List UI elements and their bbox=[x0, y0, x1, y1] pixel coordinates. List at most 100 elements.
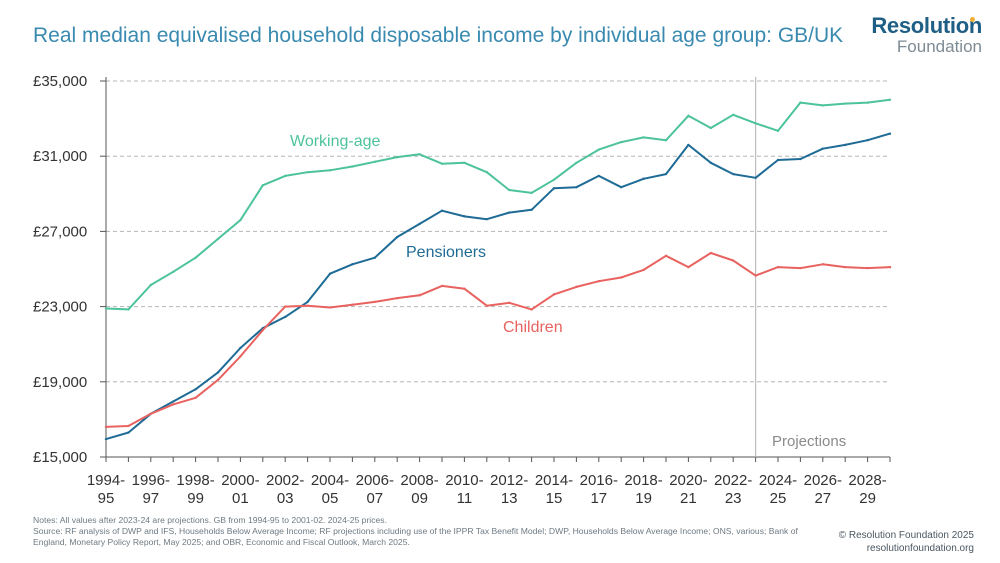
data-point-working-age bbox=[373, 160, 376, 164]
x-tick-label: 01 bbox=[232, 490, 249, 507]
data-point-children bbox=[216, 378, 220, 382]
data-point-working-age bbox=[530, 191, 533, 195]
data-point-working-age bbox=[127, 308, 130, 311]
data-point-working-age bbox=[754, 122, 757, 125]
data-point-children bbox=[799, 266, 802, 270]
data-point-children bbox=[328, 306, 332, 309]
x-tick-label: 25 bbox=[770, 490, 787, 507]
data-point-pensioners bbox=[508, 211, 511, 214]
y-tick-label: £19,000 bbox=[33, 374, 87, 391]
data-point-pensioners bbox=[844, 143, 847, 147]
copyright-text: © Resolution Foundation 2025 bbox=[838, 530, 974, 541]
data-point-children bbox=[194, 396, 197, 399]
data-point-pensioners bbox=[620, 186, 623, 189]
data-point-working-age bbox=[776, 129, 780, 133]
data-point-working-age bbox=[284, 174, 287, 178]
chart-notes: Notes: All values after 2023-24 are proj… bbox=[33, 515, 813, 547]
website-link[interactable]: resolutionfoundation.org bbox=[866, 542, 974, 554]
series-line-pensioners bbox=[105, 132, 891, 441]
x-tick-label: 2014- bbox=[535, 472, 573, 489]
data-point-children bbox=[664, 254, 668, 258]
data-point-working-age bbox=[866, 101, 869, 104]
data-point-children bbox=[127, 424, 130, 428]
x-tick-label: 21 bbox=[680, 490, 697, 507]
data-point-children bbox=[732, 259, 735, 262]
data-point-pensioners bbox=[642, 177, 645, 180]
data-point-children bbox=[687, 265, 690, 269]
data-point-pensioners bbox=[396, 235, 399, 239]
data-point-working-age bbox=[687, 114, 690, 117]
source-text: Source: RF analysis of DWP and IFS, Hous… bbox=[33, 525, 798, 547]
data-point-pensioners bbox=[776, 158, 780, 162]
x-tick-label: 2006- bbox=[356, 472, 394, 489]
data-point-pensioners bbox=[888, 132, 892, 135]
data-point-working-age bbox=[844, 102, 847, 105]
data-point-children bbox=[620, 276, 623, 279]
data-point-children bbox=[373, 300, 376, 304]
data-point-children bbox=[709, 251, 712, 255]
x-tick-label: 2026- bbox=[804, 472, 842, 489]
data-point-working-age bbox=[732, 113, 735, 117]
data-point-working-age bbox=[575, 161, 578, 164]
data-point-pensioners bbox=[575, 186, 578, 189]
data-point-children bbox=[642, 268, 645, 272]
data-point-pensioners bbox=[127, 431, 130, 434]
data-point-working-age bbox=[508, 188, 511, 192]
logo-dot-icon bbox=[970, 17, 975, 22]
data-point-pensioners bbox=[664, 172, 668, 176]
data-point-working-age bbox=[664, 139, 668, 142]
data-point-children bbox=[508, 301, 511, 305]
x-tick-label: 2000- bbox=[221, 472, 259, 489]
data-point-working-age bbox=[351, 165, 354, 168]
x-tick-label: 2028- bbox=[848, 472, 886, 489]
data-point-children bbox=[844, 265, 847, 269]
x-tick-label: 2016- bbox=[580, 472, 618, 489]
y-tick-label: £35,000 bbox=[33, 73, 87, 90]
data-point-children bbox=[866, 266, 869, 270]
data-point-working-age bbox=[104, 307, 108, 310]
data-point-pensioners bbox=[463, 215, 466, 218]
series-line-children bbox=[105, 252, 891, 428]
data-point-children bbox=[306, 304, 309, 307]
data-point-pensioners bbox=[687, 143, 690, 147]
data-point-working-age bbox=[418, 153, 421, 156]
y-tick-label: £15,000 bbox=[33, 449, 87, 466]
data-point-pensioners bbox=[754, 176, 757, 180]
data-point-pensioners bbox=[351, 263, 354, 266]
y-tick-label: £31,000 bbox=[33, 148, 87, 165]
data-point-working-age bbox=[149, 283, 152, 287]
data-point-working-age bbox=[194, 256, 197, 259]
data-point-children bbox=[396, 296, 399, 300]
data-point-pensioners bbox=[239, 346, 242, 350]
data-point-working-age bbox=[597, 148, 600, 151]
x-tick-label: 2020- bbox=[669, 472, 707, 489]
data-point-children bbox=[351, 303, 354, 306]
x-tick-label: 09 bbox=[411, 490, 428, 507]
x-tick-label: 27 bbox=[814, 490, 831, 507]
data-point-working-age bbox=[328, 169, 332, 172]
data-point-pensioners bbox=[284, 315, 287, 319]
projections-label: Projections bbox=[772, 433, 846, 450]
x-tick-label: 07 bbox=[366, 490, 383, 507]
data-point-pensioners bbox=[328, 272, 332, 275]
x-tick-label: 1998- bbox=[176, 472, 214, 489]
x-tick-label: 2004- bbox=[311, 472, 349, 489]
data-point-pensioners bbox=[373, 256, 376, 259]
data-point-working-age bbox=[799, 101, 802, 104]
series-label-pensioners: Pensioners bbox=[406, 244, 486, 261]
logo-line-1: Resolution bbox=[871, 13, 982, 38]
data-point-children bbox=[172, 403, 175, 406]
data-point-children bbox=[485, 304, 488, 307]
data-point-pensioners bbox=[194, 388, 197, 391]
data-point-working-age bbox=[216, 237, 220, 241]
data-point-children bbox=[463, 287, 466, 290]
data-point-pensioners bbox=[799, 157, 802, 161]
data-point-children bbox=[552, 293, 556, 296]
data-point-pensioners bbox=[485, 217, 488, 221]
data-point-children bbox=[261, 328, 264, 332]
data-point-working-age bbox=[306, 170, 309, 174]
series-line-working-age bbox=[105, 98, 891, 311]
data-point-pensioners bbox=[104, 437, 108, 441]
data-point-working-age bbox=[239, 218, 242, 222]
x-tick-label: 2008- bbox=[400, 472, 438, 489]
